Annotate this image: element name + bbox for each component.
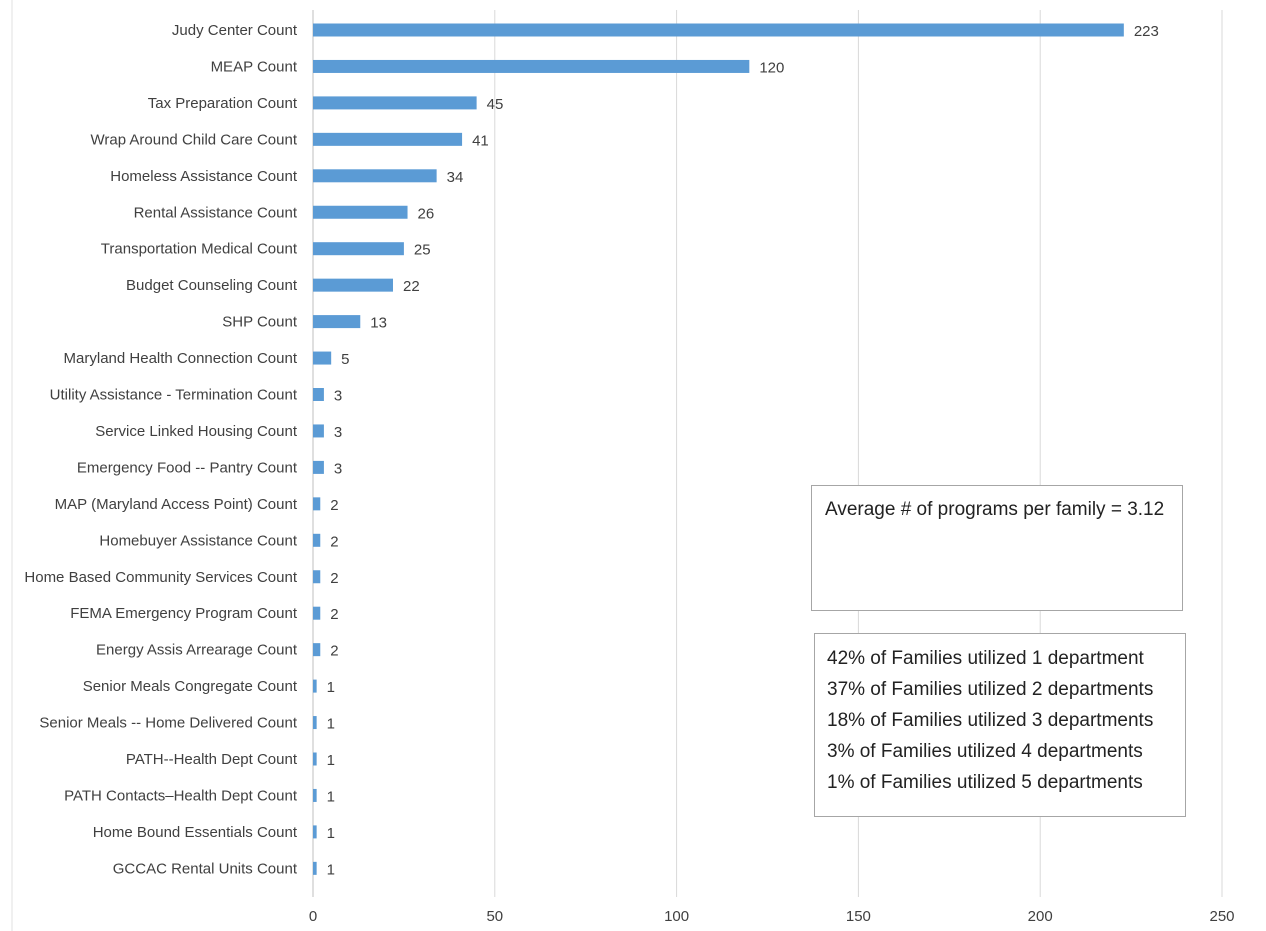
- average-text: Average # of programs per family = 3.12: [825, 499, 1165, 520]
- bar: [313, 643, 321, 657]
- bar: [313, 861, 317, 875]
- category-label: GCCAC Rental Units Count: [113, 860, 298, 877]
- category-label: FEMA Emergency Program Count: [70, 605, 298, 622]
- bar: [313, 788, 317, 802]
- category-label: Home Bound Essentials Count: [93, 824, 298, 841]
- departments-line-2: 37% of Families utilized 2 departments: [827, 679, 1154, 700]
- category-label: Utility Assistance - Termination Count: [50, 387, 298, 404]
- data-label: 1: [327, 788, 335, 805]
- category-label: MAP (Maryland Access Point) Count: [55, 496, 298, 513]
- data-label: 1: [327, 861, 335, 878]
- category-labels: Judy Center Count MEAP Count Tax Preparati…: [24, 22, 297, 877]
- data-label: 1: [327, 679, 335, 696]
- bar: [313, 23, 1124, 37]
- departments-line-4: 3% of Families utilized 4 departments: [827, 741, 1143, 762]
- category-label: Transportation Medical Count: [101, 241, 298, 258]
- data-label: 45: [487, 96, 504, 113]
- bar: [313, 59, 750, 73]
- bar: [313, 278, 393, 292]
- departments-annotation-box: 42% of Families utilized 1 department 37…: [814, 633, 1186, 817]
- departments-line-5: 1% of Families utilized 5 departments: [827, 772, 1143, 793]
- bar: [313, 205, 408, 219]
- category-label: Tax Preparation Count: [148, 95, 298, 112]
- data-label: 34: [447, 169, 464, 186]
- data-label: 120: [759, 59, 784, 76]
- bar: [313, 606, 321, 620]
- bar: [313, 315, 361, 329]
- x-tick-label: 250: [1209, 908, 1234, 925]
- data-label: 2: [330, 497, 338, 514]
- category-label: Wrap Around Child Care Count: [91, 131, 298, 148]
- x-tick-label: 150: [846, 908, 871, 925]
- data-label: 2: [330, 570, 338, 587]
- data-label: 26: [418, 205, 435, 222]
- bar: [313, 132, 463, 146]
- category-label: Homebuyer Assistance Count: [99, 532, 297, 549]
- category-label: SHP Count: [222, 314, 298, 331]
- bar: [313, 169, 437, 183]
- x-tick-label: 0: [309, 908, 317, 925]
- category-label: Service Linked Housing Count: [95, 423, 298, 440]
- data-label: 3: [334, 424, 342, 441]
- bar: [313, 716, 317, 730]
- bar: [313, 424, 324, 438]
- data-label: 3: [334, 388, 342, 405]
- bar: [313, 96, 477, 110]
- x-tick-label: 200: [1028, 908, 1053, 925]
- category-label: Maryland Health Connection Count: [64, 350, 298, 367]
- data-label: 2: [330, 643, 338, 660]
- data-label: 223: [1134, 23, 1159, 40]
- category-label: Budget Counseling Count: [126, 277, 298, 294]
- x-tick-label: 50: [486, 908, 503, 925]
- data-label: 1: [327, 752, 335, 769]
- category-label: Homeless Assistance Count: [110, 168, 298, 185]
- bar: [313, 460, 324, 474]
- bar: [313, 570, 321, 584]
- departments-line-3: 18% of Families utilized 3 departments: [827, 710, 1154, 731]
- x-tick-label: 100: [664, 908, 689, 925]
- category-label: Emergency Food -- Pantry Count: [77, 459, 298, 476]
- bars: [313, 23, 1124, 875]
- data-label: 41: [472, 132, 489, 149]
- data-label: 2: [330, 606, 338, 623]
- data-label: 1: [327, 716, 335, 733]
- bar: [313, 533, 321, 547]
- bar: [313, 679, 317, 693]
- data-label: 1: [327, 825, 335, 842]
- data-label: 2: [330, 533, 338, 550]
- data-label: 13: [370, 315, 387, 332]
- category-label: MEAP Count: [211, 58, 298, 75]
- x-tick-labels: 0 50 100 150 200 250: [309, 908, 1235, 925]
- category-label: Senior Meals Congregate Count: [83, 678, 298, 695]
- category-label: PATH Contacts–Health Dept Count: [64, 787, 298, 804]
- data-label: 3: [334, 460, 342, 477]
- bar: [313, 825, 317, 839]
- departments-line-1: 42% of Families utilized 1 department: [827, 648, 1144, 669]
- data-label: 22: [403, 278, 420, 295]
- axes: [11, 0, 314, 931]
- category-label: PATH--Health Dept Count: [126, 751, 298, 768]
- data-label: 5: [341, 351, 349, 368]
- bar: [313, 388, 324, 401]
- bar: [313, 242, 404, 256]
- data-label: 25: [414, 242, 431, 259]
- category-label: Judy Center Count: [172, 22, 298, 39]
- category-label: Energy Assis Arrearage Count: [96, 642, 298, 659]
- bar: [313, 752, 317, 766]
- category-label: Home Based Community Services Count: [24, 569, 297, 586]
- average-annotation-box: Average # of programs per family = 3.12: [811, 485, 1183, 611]
- category-label: Senior Meals -- Home Delivered Count: [39, 715, 297, 732]
- category-label: Rental Assistance Count: [134, 204, 298, 221]
- bar: [313, 351, 332, 365]
- bar: [313, 497, 321, 511]
